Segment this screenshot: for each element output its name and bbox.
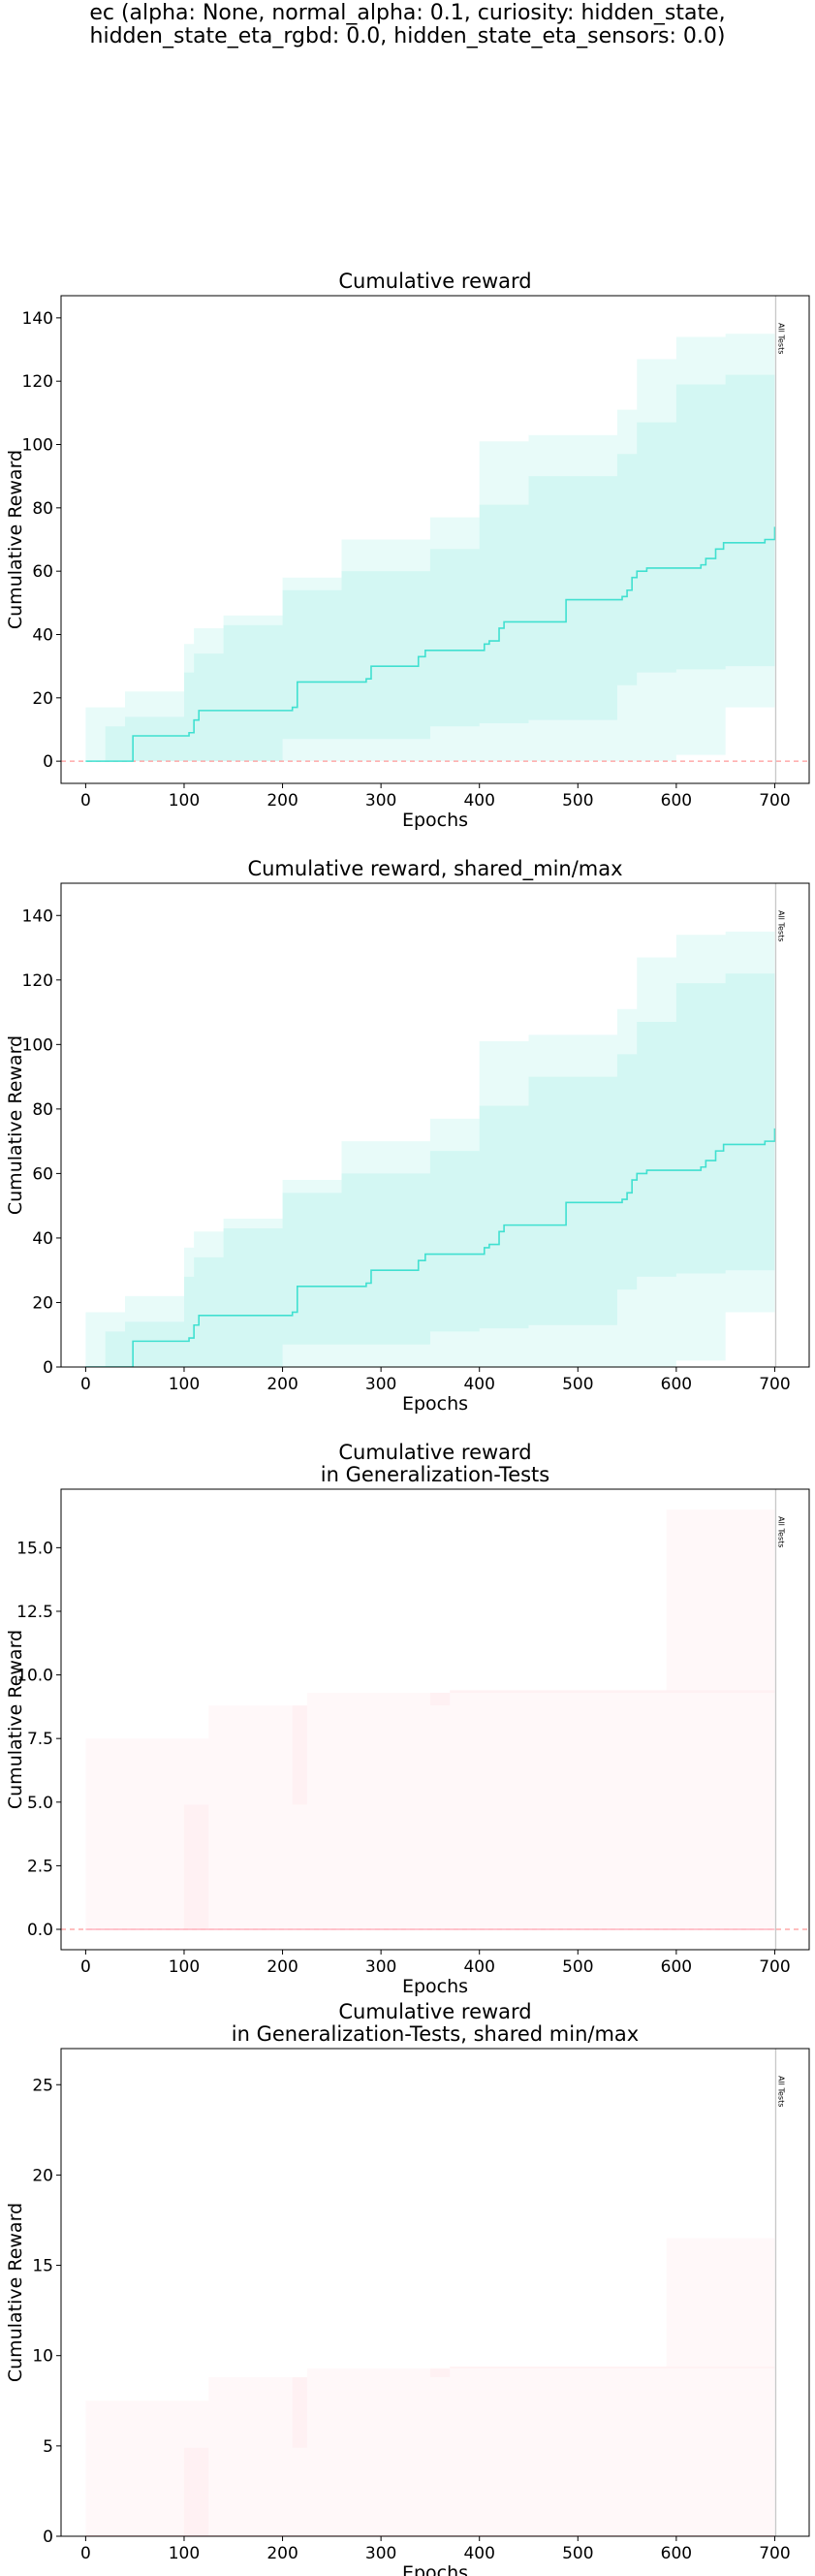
y-tick-label: 40 (32, 625, 53, 645)
x-tick-label: 500 (562, 791, 593, 811)
y-tick-label: 100 (22, 436, 53, 456)
x-axis-label: Epochs (402, 1976, 468, 1997)
y-tick-label: 140 (22, 309, 53, 329)
x-tick-label: 0 (80, 1957, 91, 1977)
y-tick-label: 15.0 (16, 1539, 53, 1558)
y-tick-label: 2.5 (27, 1857, 53, 1876)
x-tick-label: 200 (266, 1375, 298, 1394)
y-tick-label: 80 (32, 499, 53, 519)
y-tick-label: 0 (43, 752, 53, 772)
plot-area (85, 2238, 775, 2536)
chart-panel-2: All Tests 0 100 200 300 400 500 600 700 0 20 40 60 80… (5, 857, 810, 1415)
plot-area (85, 925, 776, 1367)
x-tick-label: 100 (169, 1375, 200, 1394)
y-tick-label: 12.5 (16, 1603, 53, 1622)
y-tick-label: 60 (32, 562, 53, 582)
y-tick-label: 20 (32, 2166, 53, 2185)
y-tick-label: 20 (32, 689, 53, 709)
all-tests-label: All Tests (776, 910, 785, 941)
y-tick-label: 5.0 (27, 1794, 53, 1813)
y-tick-label: 100 (22, 1035, 53, 1055)
x-tick-label: 0 (80, 791, 91, 811)
axes-frame (60, 2048, 810, 2537)
x-tick-label: 200 (266, 791, 298, 811)
figure-suptitle: ec (alpha: None, normal_alpha: 0.1, curi… (89, 1, 726, 48)
x-tick-label: 400 (463, 2544, 494, 2563)
x-tick-label: 300 (365, 791, 396, 811)
y-tick-label: 0.0 (27, 1921, 53, 1940)
mean-line (85, 526, 776, 762)
x-tick-label: 700 (759, 791, 790, 811)
y-tick-label: 60 (32, 1164, 53, 1184)
x-tick-label: 200 (266, 1957, 298, 1977)
x-tick-label: 500 (562, 1957, 593, 1977)
x-tick-label: 600 (661, 1957, 692, 1977)
min-max-band (85, 1509, 775, 1930)
min-max-band (85, 327, 775, 762)
chart-title: Cumulative reward in Generalization-Tests (321, 1441, 549, 1486)
std-band (85, 352, 775, 762)
y-tick-label: 10 (32, 2347, 53, 2367)
all-tests-label: All Tests (776, 323, 785, 354)
chart-panel-4: All Tests 0 100 200 300 400 500 600 700 0 5 10 15 20 2… (5, 2000, 810, 2576)
min-max-band (85, 925, 775, 1367)
x-tick-label: 300 (365, 1957, 396, 1977)
x-axis-label: Epochs (402, 2562, 468, 2576)
axes-frame (60, 1488, 810, 1951)
y-axis-label: Cumulative Reward (5, 2203, 26, 2382)
x-tick-label: 400 (463, 791, 494, 811)
y-tick-label: 10.0 (16, 1667, 53, 1686)
plot-area (61, 327, 809, 762)
x-axis-label: Epochs (402, 1393, 468, 1415)
x-tick-label: 700 (759, 1375, 790, 1394)
x-tick-label: 100 (169, 2544, 200, 2563)
x-tick-label: 500 (562, 1375, 593, 1394)
chart-title: Cumulative reward, shared_min/max (247, 857, 622, 881)
x-tick-label: 300 (365, 2544, 396, 2563)
x-tick-label: 0 (80, 2544, 91, 2563)
axes-frame (60, 882, 810, 1368)
x-tick-label: 500 (562, 2544, 593, 2563)
mean-line (85, 1128, 776, 1367)
x-tick-label: 400 (463, 1957, 494, 1977)
y-tick-label: 80 (32, 1100, 53, 1120)
x-tick-label: 100 (169, 1957, 200, 1977)
x-tick-label: 700 (759, 1957, 790, 1977)
y-axis-label: Cumulative Reward (5, 1630, 26, 1809)
min-max-band (85, 2238, 775, 2536)
x-tick-label: 600 (661, 2544, 692, 2563)
x-tick-label: 200 (266, 2544, 298, 2563)
chart-title: Cumulative reward in Generalization-Tests… (232, 2000, 639, 2046)
plot-area (61, 1509, 809, 1930)
x-tick-label: 600 (661, 791, 692, 811)
x-tick-label: 100 (169, 791, 200, 811)
y-tick-label: 120 (22, 971, 53, 991)
x-tick-label: 0 (80, 1375, 91, 1394)
y-tick-label: 5 (43, 2437, 53, 2457)
x-tick-label: 600 (661, 1375, 692, 1394)
y-tick-label: 140 (22, 906, 53, 926)
std-band (85, 950, 775, 1367)
all-tests-label: All Tests (776, 2076, 785, 2107)
y-axis-label: Cumulative Reward (5, 1035, 26, 1215)
all-tests-label: All Tests (776, 1516, 785, 1547)
chart-panel-3: All Tests 0 100 200 300 400 500 600 700 0.0 2.5 5.0… (5, 1441, 810, 1997)
y-tick-label: 20 (32, 1293, 53, 1313)
y-tick-label: 0 (43, 2528, 53, 2547)
x-tick-label: 400 (463, 1375, 494, 1394)
chart-panel-1: All Tests 0 100 200 300 400 500 600 700 0 20 40 60 80… (5, 270, 810, 831)
y-tick-label: 25 (32, 2076, 53, 2095)
y-tick-label: 120 (22, 372, 53, 392)
axes-frame (60, 295, 810, 784)
x-tick-label: 700 (759, 2544, 790, 2563)
y-axis-label: Cumulative Reward (5, 450, 26, 629)
y-tick-label: 0 (43, 1358, 53, 1378)
x-axis-label: Epochs (402, 810, 468, 831)
x-tick-label: 300 (365, 1375, 396, 1394)
chart-title: Cumulative reward (338, 270, 531, 293)
y-tick-label: 7.5 (27, 1730, 53, 1749)
y-tick-label: 40 (32, 1229, 53, 1249)
y-tick-label: 15 (32, 2257, 53, 2276)
